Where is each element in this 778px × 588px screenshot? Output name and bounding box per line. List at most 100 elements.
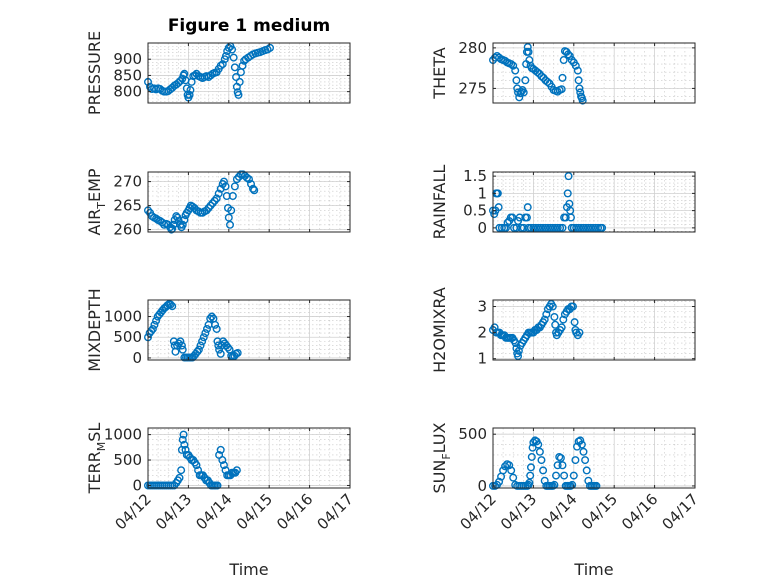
y-tick-label: 3 — [477, 298, 487, 316]
data-point — [556, 454, 565, 463]
data-point — [226, 220, 235, 229]
data-point — [175, 473, 184, 482]
data-point — [561, 213, 570, 222]
data-point — [573, 66, 582, 75]
data-point — [539, 466, 548, 475]
data-point — [526, 471, 535, 480]
axes-frame — [147, 171, 351, 233]
data-point — [216, 349, 225, 358]
x-tick-label: 04/13 — [152, 490, 195, 533]
data-point — [229, 53, 238, 62]
y-tick-label: 1 — [477, 184, 487, 202]
data-point — [168, 302, 177, 311]
y-tick-label: 500 — [113, 328, 142, 346]
data-point — [556, 223, 565, 232]
data-point — [178, 435, 187, 444]
x-tick-label: 04/12 — [112, 490, 155, 533]
data-point — [499, 466, 508, 475]
x-tick-label: 04/15 — [578, 490, 621, 533]
data-point — [177, 466, 186, 475]
data-point — [557, 323, 566, 332]
data-point — [533, 68, 542, 77]
y-axis-label: RAINFALL — [430, 165, 449, 240]
data-point — [242, 173, 251, 182]
data-point — [550, 312, 559, 321]
data-point — [221, 51, 230, 60]
y-tick-label: 1 — [477, 350, 487, 368]
data-point — [244, 175, 253, 184]
data-point — [185, 90, 194, 99]
axes-frame — [492, 299, 696, 361]
data-point — [537, 72, 546, 81]
data-point — [548, 302, 557, 311]
data-point — [266, 43, 275, 52]
y-tick-label: 275 — [458, 79, 487, 97]
data-point — [571, 61, 580, 70]
data-point — [571, 456, 580, 465]
data-point — [553, 87, 562, 96]
data-point — [180, 440, 189, 449]
data-point — [501, 56, 510, 65]
data-point — [238, 61, 247, 70]
y-axis-label: THETA — [430, 47, 449, 99]
data-point — [514, 346, 523, 355]
data-point — [553, 461, 562, 470]
data-point — [152, 316, 161, 325]
data-point — [495, 53, 504, 62]
data-point — [224, 213, 233, 222]
data-point — [179, 430, 188, 439]
y-axis-label: PRESSURE — [85, 31, 104, 115]
y-tick-label: 1.5 — [463, 167, 487, 185]
data-point — [166, 300, 175, 309]
data-point — [228, 191, 237, 200]
data-point — [232, 466, 241, 475]
data-point — [501, 462, 510, 471]
data-point — [216, 61, 225, 70]
data-point — [223, 343, 232, 352]
data-point — [221, 182, 230, 191]
y-tick-label: 900 — [113, 50, 142, 68]
data-point — [235, 77, 244, 86]
data-point — [192, 461, 201, 470]
data-point — [233, 348, 242, 357]
data-point — [592, 481, 601, 490]
data-point — [527, 452, 536, 461]
data-point — [573, 442, 582, 451]
data-point — [180, 215, 189, 224]
data-point — [553, 223, 562, 232]
data-point — [212, 194, 221, 203]
data-point — [178, 220, 187, 229]
data-point — [228, 45, 237, 54]
x-tick-label: 04/13 — [497, 490, 540, 533]
axes-frame — [492, 171, 696, 233]
data-point — [564, 50, 573, 59]
data-point — [215, 345, 224, 354]
y-tick-label: 850 — [113, 66, 142, 84]
data-point — [202, 324, 211, 333]
data-point — [198, 208, 207, 217]
data-point — [557, 85, 566, 94]
data-point — [177, 341, 186, 350]
data-point — [176, 337, 185, 346]
x-tick-label: 04/14 — [537, 490, 580, 533]
data-point — [509, 61, 518, 70]
y-axis-label: MIXDEPTH — [85, 288, 104, 371]
data-point — [193, 347, 202, 356]
data-point — [218, 456, 227, 465]
subplot-2: 275 280 THETA — [430, 39, 696, 105]
x-tick-label: 04/17 — [659, 490, 702, 533]
data-point — [507, 466, 516, 475]
subplot-4: 00.511.5 RAINFALL — [430, 165, 696, 240]
data-point — [214, 189, 223, 198]
data-point — [534, 440, 543, 449]
x-tick-label: 04/12 — [457, 490, 500, 533]
data-point — [514, 352, 523, 361]
data-point — [212, 324, 221, 333]
axes-frame — [147, 299, 351, 361]
data-point — [507, 60, 516, 69]
